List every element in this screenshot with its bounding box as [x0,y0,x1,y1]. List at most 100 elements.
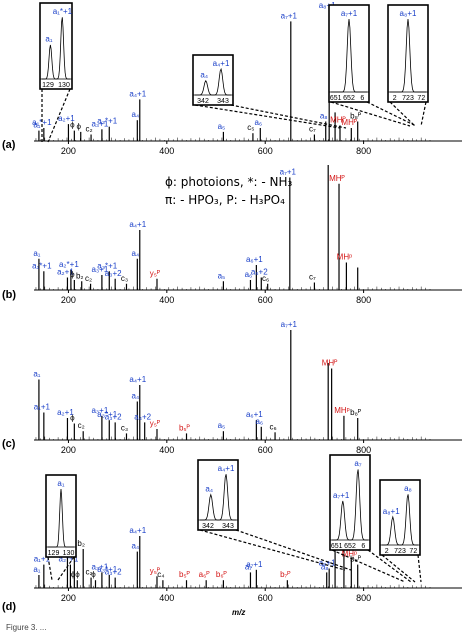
x-tick-label: 800 [356,295,371,305]
inset-pointer [367,549,412,583]
inset-pointer [331,549,406,583]
inset-peak-label: a₈+1 [400,9,417,18]
inset-peak-label: a₇+1 [333,491,350,500]
inset-tick-label: 130 [63,550,75,557]
legend: ϕ: photoions, *: - NH₃ π: - HPO₃, P: - H… [165,175,293,207]
x-tick-label: 800 [356,146,371,156]
inset-pointer [366,101,417,127]
peak-label: a₃*+1 [97,261,117,270]
inset-tick-label: 130 [58,82,70,89]
peak-label: a₁*+1 [32,261,52,270]
peak-label: a₈ [320,112,328,121]
zoom-inset-2: a₄ a₄+1 342 343 [192,54,347,129]
peak-label: a₁+1 [34,403,51,412]
inset-frame [39,2,73,90]
peak-label: ϕ [70,121,75,130]
inset-pointer [417,554,422,583]
peak-label: b₂ [77,539,85,548]
peak-label: b₈ᴾ [350,408,362,417]
x-tick-label: 200 [61,445,76,455]
figure-caption: Figure 3. ... [6,623,46,632]
zoom-inset-4: a₈+1 2 723 72 [387,4,429,127]
peak-label: a₆ᴾ [199,570,211,579]
peak-label: c₂ [85,274,92,283]
peak-label: a₄ [131,110,139,119]
peak-label: a₅ [218,271,226,280]
peak-label: c₇ [309,273,316,282]
zoom-inset-2: a₄ a₄+1 342 343 [197,459,352,571]
peak-label: a₄+2 [134,412,151,421]
peak-label: a₆ [255,417,263,426]
peak-label: y₅ᴾ [150,419,161,428]
peak-label: a₃+2 [105,568,122,577]
peak-label: MHᴾ [329,174,345,183]
x-tick-label: 600 [258,146,273,156]
inset-tick-label: 342 [202,523,214,530]
inset-tick-label: 652 [344,543,356,550]
inset-pointer [230,104,347,129]
peak-label: a₃+2 [105,269,122,278]
peak-label: a₃+1 [91,562,108,571]
legend-line-2: π: - HPO₃, P: - H₃PO₄ [165,193,285,207]
inset-tick-label: 6 [360,95,364,102]
peak-label: MHᴾ [330,115,346,124]
peak-label: b₇ᴾ [280,570,291,579]
x-tick-label: 400 [159,295,174,305]
peak-label: MHᴾ [322,359,338,368]
peak-label: a₁ [33,121,40,130]
peak-label: a₃+1 [91,406,108,415]
peak-label: a₂*+1 [59,260,79,269]
peak-label: c₃ [121,423,128,432]
x-tick-label: 400 [159,445,174,455]
x-tick-label: 600 [258,593,273,603]
inset-pointer [199,529,346,571]
inset-tick-label: 129 [42,82,54,89]
zoom-inset-1: a₁ 129 130 [45,474,77,581]
peak-label: ϕ [70,414,75,423]
peak-label: a₂*+1 [59,555,79,564]
inset-tick-label: 2 [385,548,389,555]
peak-label: c₃ [121,274,128,283]
inset-tick-label: 342 [197,98,209,105]
peak-label: c₆ [262,274,269,283]
spectrum-panel-4: 200400600800(d)a₁a₁+1a₂+1a₂*+1ϕϕϕb₂c₂ϕa₃… [2,454,462,613]
inset-tick-label: 651 [330,95,342,102]
inset-peak-label: a₁ [45,35,52,44]
x-axis-title: m/z [232,608,245,617]
peak-label: a₂+1 [57,408,74,417]
inset-tick-label: 652 [343,95,355,102]
x-tick-label: 800 [356,593,371,603]
peak-label: b₅ᴾ [179,423,191,432]
peak-label: a₄+1 [129,375,146,384]
inset-pointer [330,101,411,127]
peak-label: b₅ᴾ [179,570,191,579]
peak-label: a₅ [218,122,226,131]
panel-label: (a) [2,139,16,151]
inset-pointer [420,101,427,127]
inset-peak-label: a₄+1 [213,59,230,68]
peak-label: MHᴾ [341,118,357,127]
inset-tick-label: 651 [331,543,343,550]
peak-label: a₄+1 [129,220,146,229]
x-tick-label: 600 [258,295,273,305]
inset-pointer [47,556,53,581]
inset-pointer [47,88,71,143]
peak-label: a₂+1 [57,268,74,277]
peak-label: MHᵖ [337,253,352,262]
peak-label: ϕ [76,122,81,131]
inset-peak-label: a₈+1 [383,507,400,516]
peak-label: MHᵖ [342,549,357,558]
x-tick-label: 200 [61,593,76,603]
inset-peak-label: a₇ [354,459,361,468]
peak-label: c₆ [269,422,276,431]
panel-label: (c) [2,438,16,450]
peak-label: a₆+1 [246,255,263,264]
inset-peak-label: a₁*+1 [53,7,73,16]
peak-label: ϕ [70,270,75,279]
peak-label: a₇+1 [281,320,298,329]
peak-label: a₃*+1 [97,117,117,126]
peak-label: a₄ [131,542,139,551]
